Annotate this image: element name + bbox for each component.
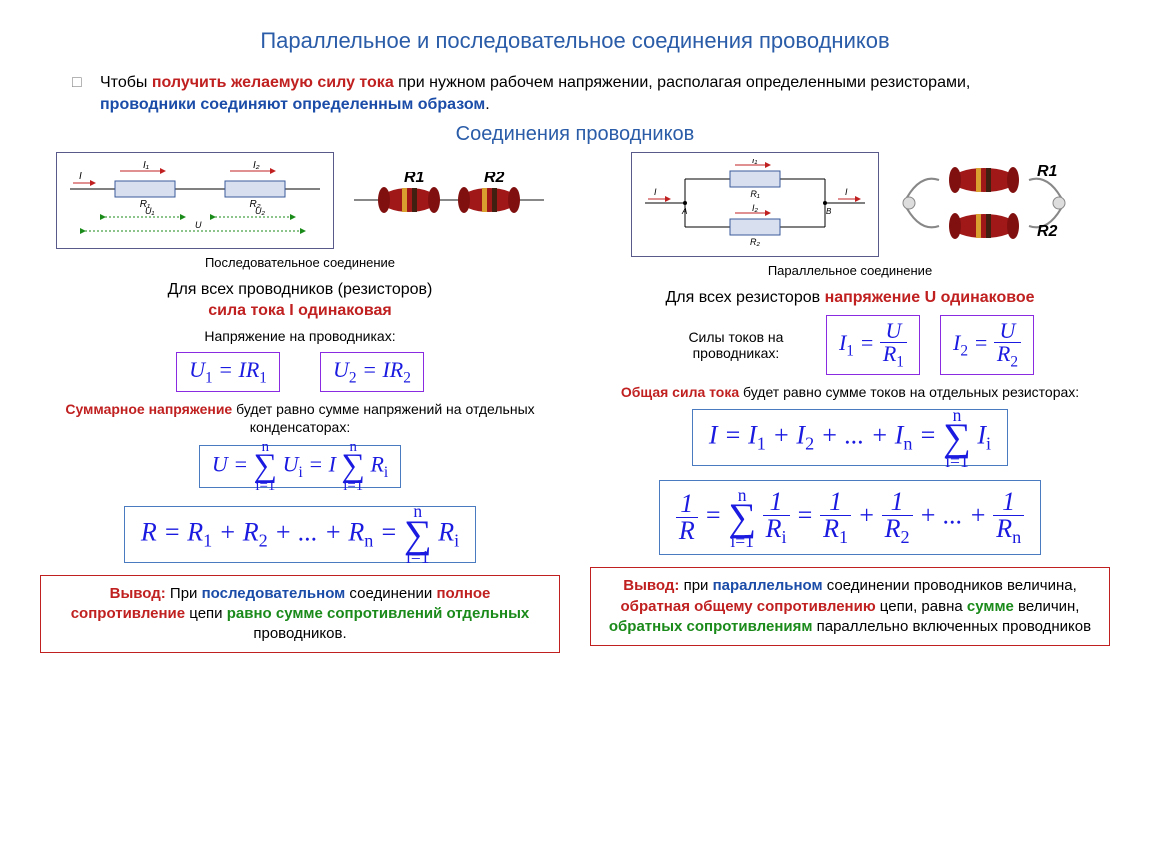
sc-g: равно сумме сопротивлений отдельных (227, 605, 530, 622)
svg-text:I: I (845, 187, 848, 197)
svg-text:B: B (826, 207, 832, 216)
svg-text:R1: R1 (404, 172, 425, 186)
series-statement: Для всех проводников (резисторов) сила т… (40, 280, 560, 322)
svg-text:R1: R1 (1037, 163, 1058, 180)
pc-f: цепи, равна (876, 598, 967, 615)
parallel-conclusion: Вывод: при параллельном соединении прово… (590, 567, 1110, 646)
series-sum-text: Суммарное напряжение будет равно сумме н… (40, 400, 560, 436)
svg-text:U₁: U₁ (145, 206, 154, 216)
intro-paragraph: □ Чтобы получить желаемую силу тока при … (100, 72, 1070, 115)
series-caption: Последовательное соединение (40, 255, 560, 270)
svg-text:I₂: I₂ (253, 160, 260, 171)
sc-c: последовательном (202, 585, 346, 602)
pc-c: параллельном (713, 577, 823, 594)
parallel-sum-b: будет равно сумме токов на отдельных рез… (739, 384, 1079, 400)
series-column: R₁ R₂ I I₁ I₂ U₁ U₂ U (40, 152, 560, 653)
pc-a: Вывод: (623, 577, 679, 594)
parallel-st-a: Для всех резисторов (665, 289, 824, 306)
formula-i1: I1 = UR1 (826, 315, 920, 375)
sc-b: При (166, 585, 202, 602)
sc-d: соединении (345, 585, 436, 602)
series-schematic: R₁ R₂ I I₁ I₂ U₁ U₂ U (56, 152, 334, 249)
parallel-column: R₁ R₂ I I I₁ I₂ A B (590, 152, 1110, 653)
parallel-schematic: R₁ R₂ I I I₁ I₂ A B (631, 152, 879, 257)
formula-u-sum: U = ∑ni=1 Ui = I ∑ni=1 Ri (199, 445, 401, 488)
pc-e: обратная общему сопротивлению (621, 598, 876, 615)
pc-d: соединении проводников величина, (823, 577, 1077, 594)
series-resistor-photo: R1 R2 (354, 172, 544, 230)
parallel-sum-text: Общая сила тока будет равно сумме токов … (590, 383, 1110, 401)
svg-text:R2: R2 (484, 172, 505, 186)
series-sum-a: Суммарное напряжение (65, 401, 232, 417)
svg-text:U₂: U₂ (255, 206, 265, 216)
series-sum-b: будет равно сумме напряжений на отдельны… (232, 401, 534, 435)
sc-h: проводников. (253, 625, 346, 642)
bullet-icon: □ (72, 72, 82, 94)
series-conclusion: Вывод: При последовательном соединении п… (40, 575, 560, 654)
sc-f: цепи (185, 605, 227, 622)
page-title: Параллельное и последовательное соединен… (40, 28, 1110, 54)
formula-u1: U1 = IR1 (176, 352, 280, 392)
intro-t1: Чтобы (100, 74, 152, 91)
formula-i2: I2 = UR2 (940, 315, 1034, 375)
svg-text:I: I (654, 187, 657, 197)
parallel-caption: Параллельное соединение (590, 263, 1110, 278)
formula-i-sum: I = I1 + I2 + ... + In = ∑ni=1 Ii (692, 409, 1008, 466)
intro-t5: . (485, 96, 489, 113)
intro-t2: получить желаемую силу тока (152, 74, 394, 91)
svg-text:U: U (195, 220, 202, 230)
svg-text:I₁: I₁ (752, 159, 758, 165)
parallel-sublabel: Силы токов на проводниках: (666, 329, 806, 361)
svg-text:A: A (681, 207, 687, 216)
parallel-sum-a: Общая сила тока (621, 384, 739, 400)
svg-text:R₂: R₂ (750, 237, 760, 247)
intro-t3: при нужном рабочем напряжении, располага… (394, 74, 971, 91)
svg-text:R2: R2 (1037, 223, 1058, 240)
formula-u2: U2 = IR2 (320, 352, 424, 392)
pc-h: величин, (1014, 598, 1080, 615)
series-st-b: сила тока I одинаковая (208, 302, 391, 319)
pc-g: сумме (967, 598, 1014, 615)
formula-r-parallel: 1R = ∑ni=1 1Ri = 1R1 + 1R2 + ... + 1Rn (659, 480, 1041, 555)
parallel-statement: Для всех резисторов напряжение U одинако… (590, 288, 1110, 309)
parallel-resistor-photo: R1 R2 (899, 158, 1069, 251)
pc-b: при (679, 577, 712, 594)
svg-text:I₁: I₁ (143, 160, 149, 171)
svg-text:I: I (79, 171, 82, 182)
pc-j: параллельно включенных проводников (812, 618, 1091, 635)
section-subtitle: Соединения проводников (40, 123, 1110, 146)
intro-t4: проводники соединяют определенным образо… (100, 96, 485, 113)
pc-i: обратных сопротивлениям (609, 618, 813, 635)
series-sublabel: Напряжение на проводниках: (40, 328, 560, 344)
sc-a: Вывод: (110, 585, 166, 602)
formula-r-series: R = R1 + R2 + ... + Rn = ∑ni=1 Ri (124, 506, 476, 563)
svg-text:R₁: R₁ (750, 189, 759, 199)
series-st-a: Для всех проводников (резисторов) (168, 281, 433, 298)
parallel-st-b: напряжение U одинаковое (825, 289, 1035, 306)
svg-text:I₂: I₂ (752, 203, 759, 213)
